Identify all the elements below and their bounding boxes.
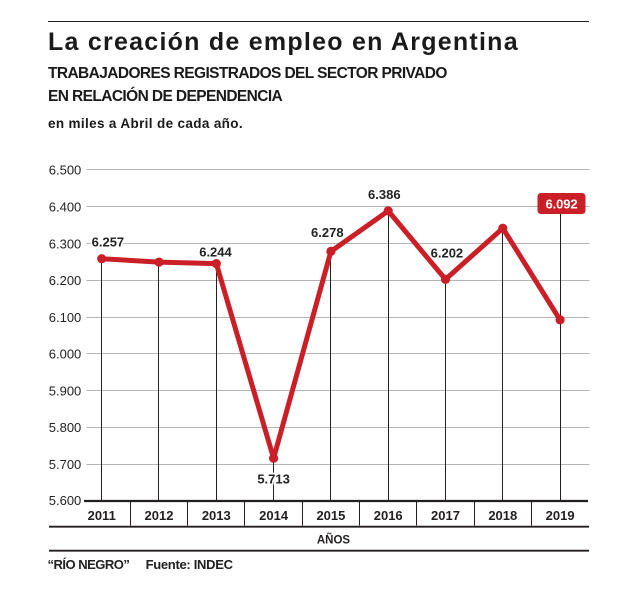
svg-text:2013: 2013	[202, 508, 231, 523]
svg-text:6.386: 6.386	[368, 187, 401, 202]
svg-text:5.600: 5.600	[49, 493, 82, 508]
svg-text:5.800: 5.800	[49, 420, 82, 435]
svg-text:“RÍO NEGRO”: “RÍO NEGRO”	[48, 557, 130, 572]
svg-text:6.000: 6.000	[49, 347, 82, 362]
svg-text:2011: 2011	[88, 508, 116, 523]
svg-text:2014: 2014	[259, 508, 289, 523]
svg-text:2015: 2015	[316, 508, 345, 523]
svg-text:5.700: 5.700	[49, 457, 82, 472]
svg-text:6.244: 6.244	[199, 244, 232, 259]
svg-text:2018: 2018	[488, 508, 517, 523]
svg-text:6.092: 6.092	[545, 196, 577, 211]
svg-text:6.200: 6.200	[49, 273, 82, 288]
svg-text:6.300: 6.300	[49, 236, 82, 251]
svg-text:6.202: 6.202	[431, 246, 464, 261]
svg-text:6.500: 6.500	[49, 163, 82, 178]
svg-text:5.713: 5.713	[257, 472, 290, 487]
svg-text:5.900: 5.900	[49, 383, 82, 398]
svg-text:6.278: 6.278	[311, 225, 344, 240]
svg-text:6.400: 6.400	[49, 200, 82, 215]
svg-text:AÑOS: AÑOS	[317, 534, 351, 547]
svg-text:2016: 2016	[374, 508, 403, 523]
svg-text:2017: 2017	[431, 508, 460, 523]
svg-text:Fuente: INDEC: Fuente: INDEC	[146, 557, 234, 572]
svg-text:2012: 2012	[145, 508, 174, 523]
svg-text:2019: 2019	[546, 508, 575, 523]
svg-text:6.257: 6.257	[92, 234, 125, 249]
svg-text:6.100: 6.100	[49, 310, 82, 325]
